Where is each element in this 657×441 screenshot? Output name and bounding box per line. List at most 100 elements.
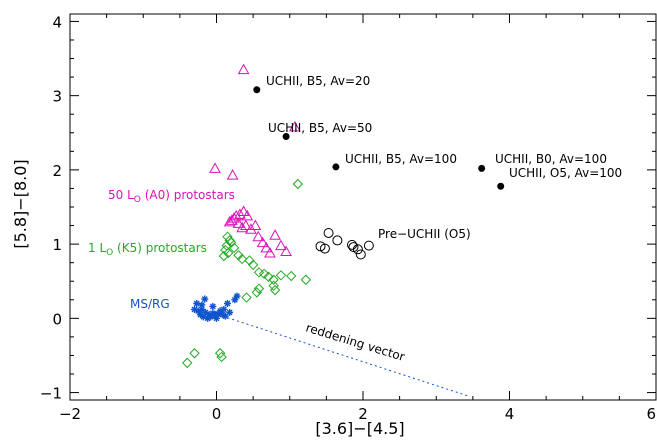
y-axis-label: [5.8]−[8.0] — [11, 159, 30, 248]
data-point-asterisk — [191, 305, 199, 313]
data-point-diamond — [224, 235, 235, 246]
data-point-triangle — [237, 205, 250, 216]
data-point-asterisk — [201, 295, 209, 303]
reddening-vector-line — [217, 314, 470, 397]
data-point-diamond — [181, 357, 193, 369]
data-point-triangle — [234, 208, 246, 219]
data-point-triangle — [226, 169, 239, 180]
label-uchii-b5-av100: UCHII, B5, Av=100 — [345, 152, 457, 166]
data-point-open-circle — [332, 235, 343, 246]
data-point-diamond — [251, 287, 262, 298]
data-point-asterisk — [223, 300, 231, 307]
data-point-triangle — [275, 239, 287, 251]
data-point-triangle — [237, 63, 250, 75]
data-point-triangle — [252, 230, 265, 242]
data-point-asterisk — [204, 314, 212, 322]
y-tick-label: 2 — [52, 162, 62, 180]
data-point-triangle — [241, 209, 254, 221]
y-tick-label: 1 — [52, 236, 62, 254]
data-point-open-circle — [363, 240, 374, 251]
label-ms-rg: MS/RG — [130, 297, 170, 311]
data-point-triangle — [249, 219, 262, 231]
data-point-open-circle — [355, 249, 366, 260]
data-point-asterisk — [213, 314, 220, 322]
data-point-diamond — [300, 274, 312, 285]
y-tick-label: 4 — [52, 13, 62, 31]
data-point-diamond — [286, 270, 297, 282]
data-point-triangle — [264, 246, 276, 258]
data-point-diamond — [292, 178, 304, 190]
data-point-filled-circle — [282, 132, 290, 140]
label-1lo-prefix: 1 L — [88, 241, 106, 255]
data-point-triangle — [236, 221, 248, 233]
data-point-asterisk — [198, 301, 206, 309]
axis-ticks: −2 0 2 4 6 −1 0 1 2 3 4 — [40, 13, 657, 423]
y-tick-label: −1 — [40, 385, 62, 403]
data-point-asterisk — [221, 312, 229, 320]
data-point-open-circle — [352, 244, 363, 255]
label-1lo-sub: O — [106, 248, 113, 258]
data-point-asterisk — [226, 308, 234, 316]
data-point-filled-circle — [332, 163, 340, 171]
x-tick-label: 2 — [358, 405, 368, 423]
data-point-asterisk — [216, 307, 224, 315]
data-point-asterisk — [198, 305, 206, 313]
data-point-diamond — [247, 259, 259, 271]
data-point-open-circle — [319, 243, 330, 254]
label-50lo-protostars: 50 LO (A0) protostars — [108, 188, 235, 205]
data-point-diamond — [275, 270, 287, 281]
data-point-diamond — [223, 247, 234, 259]
data-point-diamond — [268, 274, 279, 285]
data-point-triangle — [245, 223, 257, 234]
data-point-diamond — [189, 348, 200, 359]
label-50lo-suffix: (A0) protostars — [141, 188, 235, 202]
data-point-open-circle — [323, 227, 334, 238]
label-1lo-suffix: (K5) protostars — [113, 241, 207, 255]
data-point-triangle — [260, 241, 273, 253]
data-point-diamond — [218, 250, 230, 262]
data-point-filled-circle — [478, 164, 486, 172]
data-point-triangle — [280, 245, 292, 257]
data-point-asterisk — [193, 300, 201, 307]
data-series-layer — [181, 63, 505, 369]
x-tick-label: −2 — [59, 405, 81, 423]
label-uchii-b5-av20: UCHII, B5, Av=20 — [266, 74, 370, 88]
x-tick-label: 6 — [646, 405, 656, 423]
data-point-diamond — [253, 283, 265, 294]
data-point-asterisk — [209, 302, 217, 310]
label-pre-uchii: Pre−UCHII (O5) — [378, 227, 471, 241]
data-point-asterisk — [233, 292, 241, 300]
y-tick-label: 3 — [52, 88, 62, 106]
data-point-asterisk — [202, 308, 210, 316]
x-axis-label: [3.6]−[4.5] — [315, 419, 404, 438]
data-point-diamond — [268, 280, 279, 291]
data-point-asterisk — [220, 305, 228, 313]
data-point-asterisk — [231, 296, 239, 304]
data-point-diamond — [216, 351, 227, 363]
x-tick-label: 0 — [212, 405, 222, 423]
data-point-triangle — [223, 215, 236, 227]
data-point-asterisk — [218, 311, 226, 319]
data-point-triangle — [232, 217, 245, 228]
label-uchii-b0-av100: UCHII, B0, Av=100 — [495, 152, 607, 166]
data-point-diamond — [236, 253, 248, 265]
data-point-asterisk — [196, 311, 204, 319]
label-50lo-prefix: 50 L — [108, 188, 134, 202]
data-point-asterisk — [207, 313, 215, 321]
data-point-triangle — [289, 120, 301, 132]
label-1lo-protostars: 1 LO (K5) protostars — [88, 241, 207, 258]
data-point-triangle — [256, 236, 269, 248]
data-point-filled-circle — [497, 182, 505, 190]
data-point-asterisk — [199, 313, 207, 321]
label-uchii-b5-av50: UCHII, B5, Av=50 — [268, 121, 372, 135]
data-point-diamond — [269, 284, 281, 296]
data-point-diamond — [225, 237, 237, 248]
data-point-diamond — [228, 242, 240, 254]
data-point-asterisk — [211, 311, 219, 319]
y-tick-label: 0 — [52, 310, 62, 328]
data-point-triangle — [209, 162, 221, 173]
data-point-diamond — [263, 271, 274, 282]
data-point-asterisk — [194, 307, 202, 315]
data-point-diamond — [258, 268, 270, 280]
